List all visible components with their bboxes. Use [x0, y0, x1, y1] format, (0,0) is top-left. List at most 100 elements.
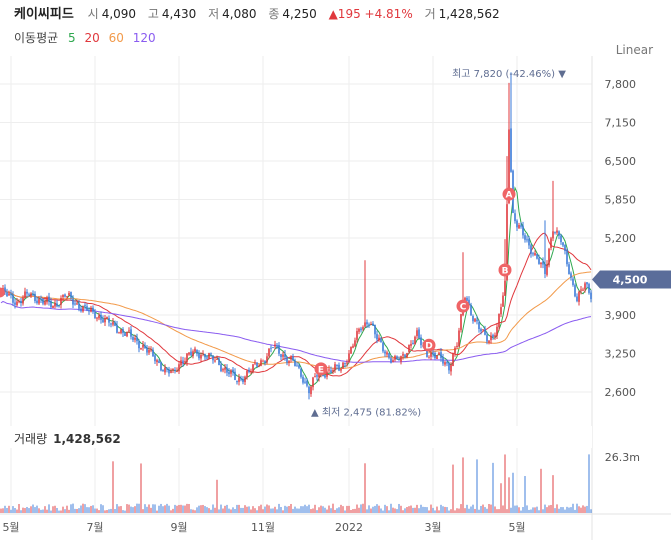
volume-bar: [566, 506, 568, 513]
volume-bar: [236, 504, 238, 513]
volume-bar: [574, 509, 576, 513]
volume-bar: [256, 510, 258, 513]
candle-body: [478, 322, 480, 330]
candle-body: [90, 307, 92, 312]
volume-bar: [348, 505, 350, 513]
candle-body: [496, 326, 498, 336]
candle-body: [68, 293, 70, 296]
volume-bar: [504, 454, 506, 513]
volume-bar: [366, 509, 368, 513]
candle-body: [458, 330, 460, 347]
candle-body: [396, 356, 398, 360]
volume-bar: [322, 506, 324, 513]
candle-body: [86, 306, 88, 311]
moving-average-legend[interactable]: 이동평균 5 20 60 120: [14, 29, 161, 46]
marker-e: [314, 362, 328, 376]
candle-body: [324, 375, 326, 378]
candle-body: [524, 235, 526, 240]
candle-body: [110, 323, 112, 325]
candle-body: [560, 235, 562, 243]
volume-bar: [380, 508, 382, 513]
ma-title: 이동평균: [14, 31, 59, 45]
volume-bar: [306, 506, 308, 513]
volume-bar: [390, 503, 392, 513]
volume-bar: [116, 504, 118, 513]
volume-bar: [556, 504, 558, 513]
candle-body: [430, 352, 432, 357]
candle-body: [74, 303, 76, 305]
volume-bar: [24, 508, 26, 513]
volume-bar: [200, 505, 202, 513]
candle-body: [590, 292, 592, 300]
candle-body: [406, 352, 408, 358]
ma-60-label: 60: [108, 31, 124, 45]
volume-bar: [56, 507, 58, 513]
volume-bar: [516, 505, 518, 513]
volume-bar: [190, 509, 192, 513]
candle-body: [414, 336, 416, 345]
scale-toggle-button[interactable]: Linear: [615, 43, 653, 57]
volume-bar: [206, 507, 208, 513]
candle-body: [326, 371, 328, 377]
volume-bar: [156, 510, 158, 513]
volume-bar: [444, 506, 446, 513]
volume-bar: [502, 505, 504, 513]
volume-bar: [426, 507, 428, 513]
marker-label: C: [460, 303, 467, 313]
stock-chart[interactable]: 2,600 3,250 3,900 5,200 5,850 6,500 7,150 7,800…: [0, 56, 671, 540]
volume-bar: [62, 506, 64, 513]
candle-body: [26, 291, 28, 294]
marker-a: [502, 187, 516, 201]
candle-body: [52, 305, 54, 308]
volume-bar: [508, 477, 510, 513]
current-price-label: 4,500: [613, 273, 648, 286]
volume-bar: [536, 506, 538, 513]
volume-bar: [166, 503, 168, 513]
volume-bar: [48, 504, 50, 513]
volume-bars: [0, 454, 592, 513]
low-annotation: ▲ 최저 2,475 (81.82%): [311, 406, 421, 418]
volume-bar: [498, 509, 500, 513]
volume-header: 거래량 1,428,562: [0, 426, 592, 448]
volume-bar: [518, 507, 520, 513]
marker-label: B: [502, 266, 509, 276]
candle-body: [558, 231, 560, 236]
candle-body: [194, 348, 196, 352]
candle-body: [346, 362, 348, 364]
volume-bar: [46, 509, 48, 513]
candle-body: [426, 350, 428, 357]
volume-bar: [512, 472, 514, 513]
candle-body: [10, 293, 12, 296]
volume-bar: [264, 506, 266, 513]
volume-bar: [500, 483, 502, 513]
candle-body: [456, 345, 458, 347]
candle-body: [216, 358, 218, 360]
volume-bar: [122, 510, 124, 513]
candle-body: [514, 213, 516, 222]
candle-body: [18, 301, 20, 303]
candle-body: [172, 369, 174, 371]
candle-body: [230, 370, 232, 374]
candle-body: [566, 250, 568, 265]
high-value: 4,430: [161, 7, 197, 21]
volume-bar: [74, 508, 76, 513]
volume-bar: [208, 508, 210, 513]
candle-body: [200, 354, 202, 359]
volume-bar: [8, 505, 10, 513]
candle-body: [118, 332, 120, 334]
volume-bar: [286, 506, 288, 513]
volume-bar: [294, 506, 296, 513]
volume-bar: [456, 508, 458, 513]
volume-bar: [576, 503, 578, 513]
volume-bar: [486, 508, 488, 513]
volume-bar: [276, 509, 278, 513]
volume-bar: [480, 505, 482, 513]
volume-bar: [154, 504, 156, 513]
moving-average-lines: [0, 186, 592, 387]
candle-body: [314, 376, 316, 378]
candle-body: [204, 354, 206, 358]
open-label: 시: [87, 7, 99, 21]
volume-bar: [202, 504, 204, 513]
candle-body: [30, 293, 32, 296]
candle-body: [348, 353, 350, 363]
